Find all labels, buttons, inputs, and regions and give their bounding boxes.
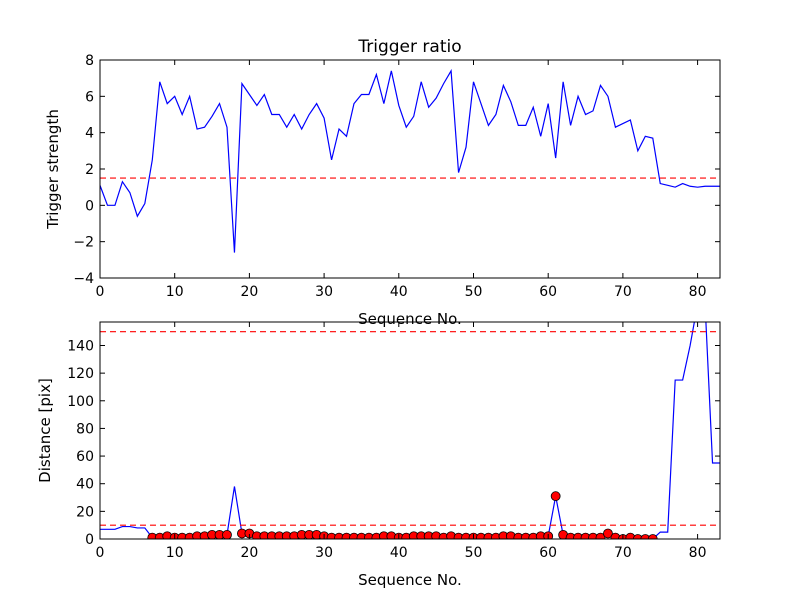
y-tick-label: 40 (76, 477, 94, 493)
chart-title: Trigger ratio (357, 37, 461, 57)
data-point-marker (647, 534, 658, 539)
x-axis-label: Sequence No. (358, 571, 462, 589)
x-axis-label: Sequence No. (358, 310, 462, 328)
x-tick-label: 80 (689, 284, 707, 300)
y-tick-label: 60 (76, 449, 94, 465)
y-tick-label: 6 (85, 89, 94, 105)
x-tick-label: 80 (689, 545, 707, 561)
bottom-panel: 0 10 20 30 40 50 60 70 80 0 20 40 60 80 100 120 140 Seque… (36, 321, 721, 589)
y-tick-label: −4 (73, 271, 94, 287)
series-line (100, 68, 720, 253)
x-tick-label: 40 (390, 545, 408, 561)
x-tick-label: 50 (465, 545, 483, 561)
x-tick-label: 70 (614, 284, 632, 300)
x-tick-label: 30 (315, 545, 333, 561)
y-tick-label: 100 (67, 394, 94, 410)
x-tick-label: 60 (539, 284, 557, 300)
x-tick-label: 20 (240, 545, 258, 561)
x-tick-label: 10 (166, 545, 184, 561)
x-tick-label: 70 (614, 545, 632, 561)
data-point-marker (632, 534, 643, 539)
y-tick-label: 4 (85, 126, 94, 142)
data-point-marker (550, 491, 561, 502)
x-tick-label: 30 (315, 284, 333, 300)
data-point-marker (595, 532, 606, 539)
x-tick-label: 0 (96, 284, 105, 300)
x-tick-label: 60 (539, 545, 557, 561)
axes-frame (99, 321, 721, 540)
y-tick-label: 140 (67, 338, 94, 354)
x-tick-label: 20 (240, 284, 258, 300)
y-axis-label: Trigger strength (44, 109, 62, 230)
x-tick-label: 40 (390, 284, 408, 300)
data-point-marker (603, 528, 613, 539)
y-tick-label: 0 (85, 198, 94, 214)
x-tick-label: 50 (465, 284, 483, 300)
y-tick-label: 80 (76, 421, 94, 437)
y-tick-label: 20 (76, 504, 94, 520)
y-tick-label: 0 (85, 532, 94, 548)
y-tick-label: −2 (73, 235, 94, 251)
x-tick-label: 0 (96, 545, 105, 561)
data-point-marker (640, 534, 651, 539)
plot-area (100, 68, 720, 253)
y-axis-label: Distance [pix] (36, 378, 54, 483)
y-tick-label: 120 (67, 366, 94, 382)
y-tick-label: 2 (85, 162, 94, 178)
y-tick-label: 8 (85, 53, 94, 69)
x-tick-label: 10 (166, 284, 184, 300)
top-panel: 0 10 20 30 40 50 60 70 80 −4 −2 0 2 4 6 8 Trigger ratio S… (44, 37, 721, 328)
data-point-marker (222, 529, 232, 539)
